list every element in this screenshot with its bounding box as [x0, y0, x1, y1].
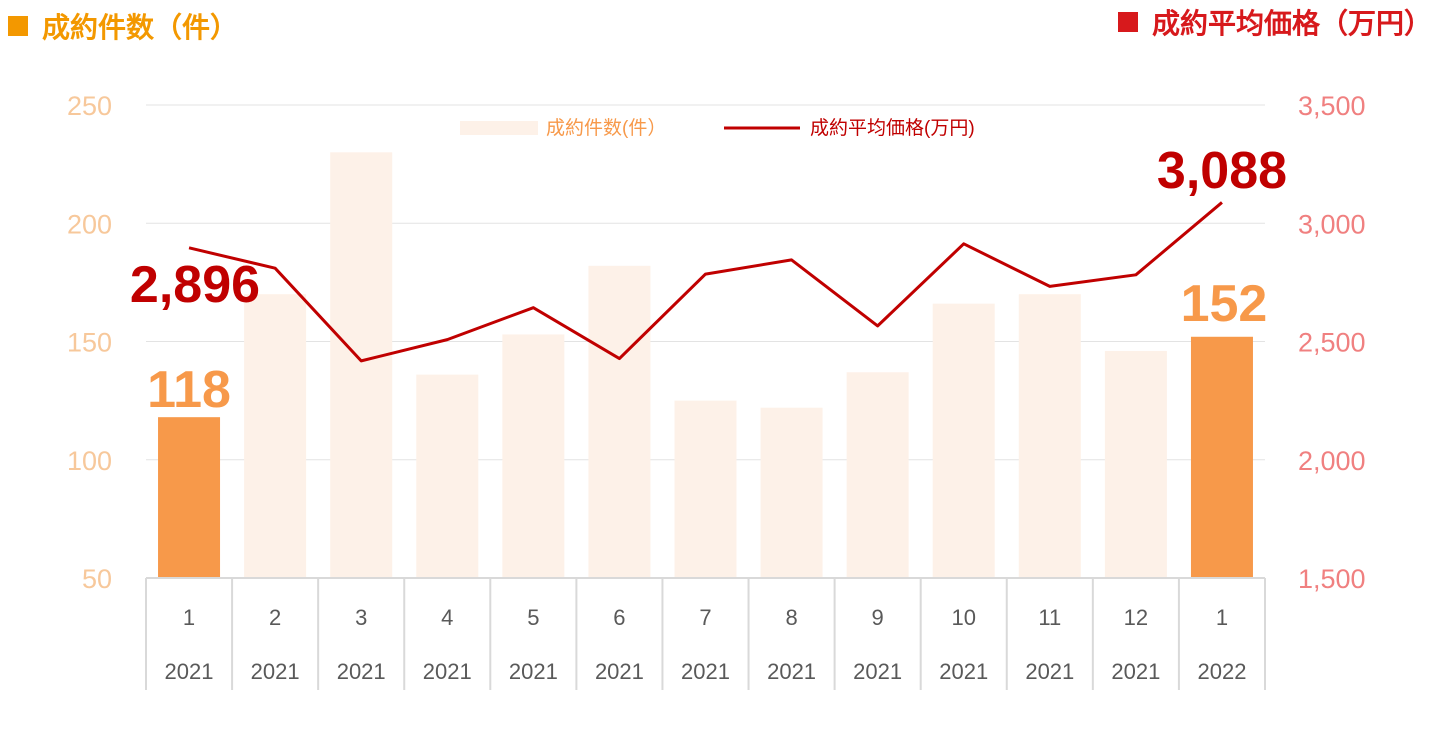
- legend-bar-swatch: [460, 121, 538, 135]
- x-year-label: 2021: [767, 659, 816, 684]
- right-axis-title: 成約平均価格（万円）: [1117, 2, 1432, 42]
- first-bar-value-label: 118: [147, 361, 231, 419]
- bar: [1104, 350, 1167, 578]
- x-year-label: 2021: [1025, 659, 1074, 684]
- x-tick-label: 1: [1216, 605, 1228, 630]
- right-axis-tick-label: 2,000: [1298, 446, 1366, 476]
- bar: [1018, 294, 1081, 578]
- x-tick-label: 6: [613, 605, 625, 630]
- x-tick-label: 7: [699, 605, 711, 630]
- first-price-value-label: 2,896: [130, 256, 260, 314]
- left-axis-tick-label: 200: [67, 209, 112, 239]
- bar: [330, 152, 393, 579]
- bar: [158, 417, 221, 578]
- x-tick-label: 11: [1038, 605, 1061, 630]
- bar: [416, 374, 479, 578]
- x-tick-label: 12: [1124, 605, 1148, 630]
- left-axis-title: 成約件数（件）: [8, 6, 238, 46]
- right-axis-tick-label: 1,500: [1298, 564, 1366, 594]
- bar: [760, 407, 823, 578]
- price-line: [188, 201, 1223, 363]
- x-year-label: 2021: [337, 659, 386, 684]
- last-price-value-label: 3,088: [1157, 142, 1287, 200]
- bar: [588, 265, 651, 578]
- x-tick-label: 4: [441, 605, 453, 630]
- x-year-label: 2021: [853, 659, 902, 684]
- x-year-label: 2021: [1111, 659, 1160, 684]
- last-bar-value-label: 152: [1181, 275, 1268, 333]
- left-axis-tick-label: 50: [82, 564, 112, 594]
- x-tick-label: 9: [872, 605, 884, 630]
- x-tick-label: 3: [355, 605, 367, 630]
- bar: [244, 294, 307, 578]
- x-year-label: 2022: [1197, 659, 1246, 684]
- left-axis-tick-label: 100: [67, 446, 112, 476]
- bar: [502, 334, 565, 578]
- x-tick-label: 5: [527, 605, 539, 630]
- bar: [932, 303, 995, 578]
- left-axis-title-text: 成約件数（件）: [42, 11, 239, 44]
- x-year-label: 2021: [165, 659, 214, 684]
- legend-bar-label: 成約件数(件）: [546, 117, 666, 139]
- bar: [674, 400, 737, 578]
- x-year-label: 2021: [509, 659, 558, 684]
- legend-line-label: 成約平均価格(万円): [810, 117, 975, 139]
- right-axis-tick-label: 3,000: [1298, 209, 1366, 239]
- x-tick-label: 10: [951, 605, 975, 630]
- x-year-label: 2021: [595, 659, 644, 684]
- right-axis-tick-label: 3,500: [1298, 91, 1366, 121]
- x-year-label: 2021: [681, 659, 730, 684]
- left-axis-tick-label: 250: [67, 91, 112, 121]
- x-year-label: 2021: [251, 659, 300, 684]
- x-tick-label: 2: [269, 605, 281, 630]
- left-axis-tick-label: 150: [67, 328, 112, 358]
- right-axis-title-text: 成約平均価格（万円）: [1151, 7, 1432, 40]
- orange-square-icon: [8, 16, 28, 36]
- x-year-label: 2021: [423, 659, 472, 684]
- bar: [1190, 336, 1253, 578]
- right-axis-tick-label: 2,500: [1298, 328, 1366, 358]
- x-year-label: 2021: [939, 659, 988, 684]
- x-tick-label: 1: [183, 605, 195, 630]
- bar: [846, 372, 909, 578]
- red-square-icon: [1117, 12, 1138, 32]
- x-tick-label: 8: [785, 605, 797, 630]
